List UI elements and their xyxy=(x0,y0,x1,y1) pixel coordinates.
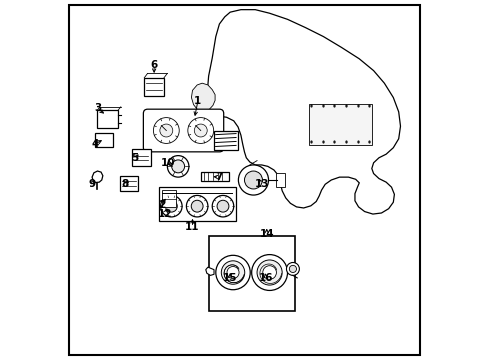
Bar xyxy=(214,131,237,150)
Polygon shape xyxy=(92,171,102,183)
Text: 13: 13 xyxy=(254,179,268,189)
Circle shape xyxy=(171,160,184,173)
Bar xyxy=(158,187,235,221)
Text: 5: 5 xyxy=(131,153,139,163)
Bar xyxy=(308,104,371,145)
Circle shape xyxy=(153,118,179,143)
Circle shape xyxy=(221,261,244,284)
Circle shape xyxy=(217,200,228,212)
Text: 8: 8 xyxy=(121,179,128,189)
Circle shape xyxy=(160,124,172,137)
Circle shape xyxy=(167,156,188,177)
Bar xyxy=(208,235,294,311)
FancyBboxPatch shape xyxy=(143,109,223,152)
Circle shape xyxy=(289,265,296,273)
Bar xyxy=(95,133,112,147)
Text: 3: 3 xyxy=(94,103,101,113)
Circle shape xyxy=(251,255,287,291)
Bar xyxy=(275,173,284,187)
Circle shape xyxy=(165,200,177,212)
Bar xyxy=(97,111,118,128)
Circle shape xyxy=(238,165,268,195)
Circle shape xyxy=(194,124,207,137)
Text: 12: 12 xyxy=(157,209,172,219)
Circle shape xyxy=(191,200,203,212)
Text: 9: 9 xyxy=(88,179,96,189)
Circle shape xyxy=(262,266,276,279)
Text: 11: 11 xyxy=(185,222,199,232)
Circle shape xyxy=(215,255,250,290)
Polygon shape xyxy=(204,10,400,214)
Circle shape xyxy=(244,171,262,189)
Text: 4: 4 xyxy=(91,139,99,149)
Circle shape xyxy=(187,118,213,143)
FancyBboxPatch shape xyxy=(132,149,150,166)
Text: 16: 16 xyxy=(258,273,273,283)
Circle shape xyxy=(286,262,299,275)
Bar xyxy=(201,172,229,181)
Circle shape xyxy=(186,195,207,217)
Circle shape xyxy=(160,195,182,217)
Text: 10: 10 xyxy=(161,158,175,168)
Polygon shape xyxy=(198,116,217,142)
Text: 1: 1 xyxy=(194,96,201,106)
Circle shape xyxy=(257,260,282,285)
Polygon shape xyxy=(191,83,215,116)
Text: 6: 6 xyxy=(150,60,158,70)
Text: 7: 7 xyxy=(215,172,223,182)
Bar xyxy=(144,78,163,96)
Polygon shape xyxy=(205,267,214,275)
Bar xyxy=(120,176,137,191)
Circle shape xyxy=(226,266,239,279)
Text: 15: 15 xyxy=(223,273,237,283)
Circle shape xyxy=(212,195,233,217)
Text: 14: 14 xyxy=(259,229,273,239)
Text: 2: 2 xyxy=(157,200,164,210)
Bar xyxy=(162,190,176,207)
